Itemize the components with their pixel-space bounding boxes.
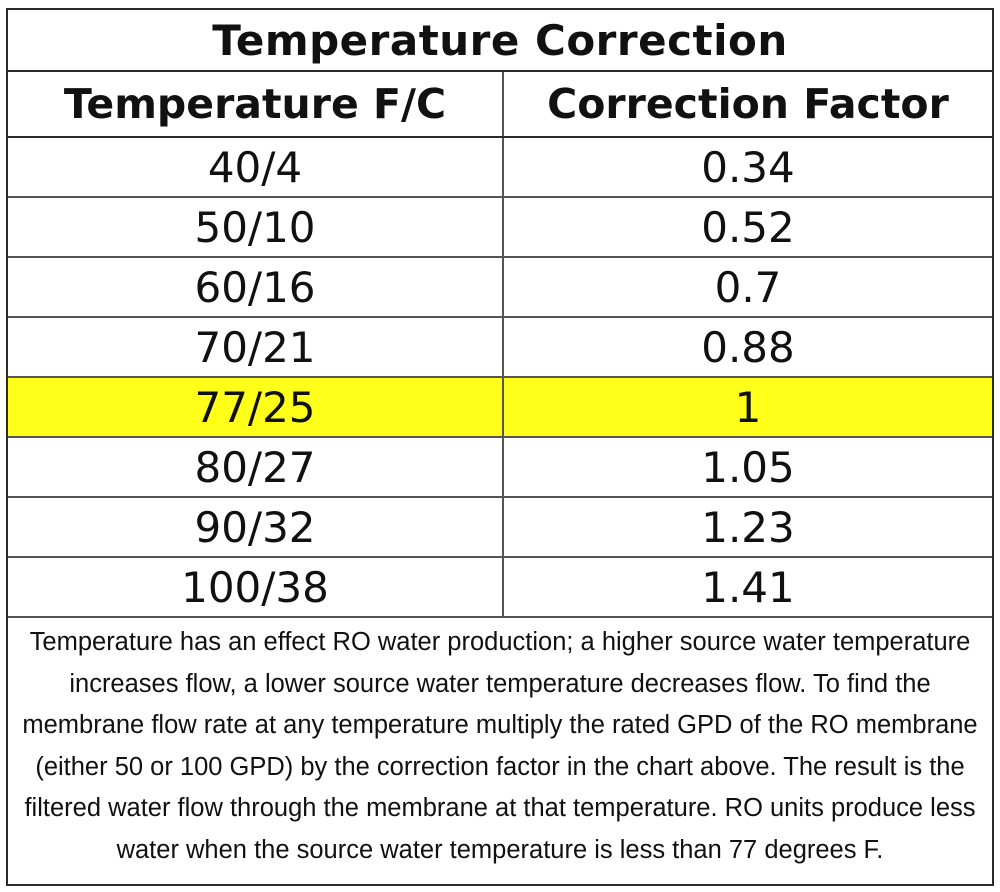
header-correction-factor: Correction Factor <box>547 80 949 128</box>
table-row: 80/27 1.05 <box>8 438 992 498</box>
table-row: 100/38 1.41 <box>8 558 992 618</box>
header-row: Temperature F/C Correction Factor <box>8 72 992 138</box>
table-row: 70/21 0.88 <box>8 318 992 378</box>
factor-cell: 0.7 <box>714 262 782 312</box>
header-temperature: Temperature F/C <box>8 72 504 136</box>
temperature-cell: 80/27 <box>8 438 504 496</box>
temperature-cell: 77/25 <box>8 378 504 436</box>
temperature-cell: 60/16 <box>8 258 504 316</box>
factor-cell: 0.52 <box>701 202 795 252</box>
table-row: 77/25 1 <box>8 378 992 438</box>
temperature-cell: 50/10 <box>8 198 504 256</box>
correction-table: Temperature Correction Temperature F/C C… <box>6 8 994 886</box>
temperature-cell: 100/38 <box>8 558 504 616</box>
table-row: 90/32 1.23 <box>8 498 992 558</box>
factor-cell: 1.23 <box>701 502 795 552</box>
explanation-note: Temperature has an effect RO water produ… <box>22 628 978 864</box>
temperature-cell: 40/4 <box>8 138 504 196</box>
table-row: 50/10 0.52 <box>8 198 992 258</box>
factor-cell: 1 <box>734 382 762 432</box>
temperature-cell: 70/21 <box>8 318 504 376</box>
table-row: 60/16 0.7 <box>8 258 992 318</box>
factor-cell: 1.41 <box>701 562 795 612</box>
table-title: Temperature Correction <box>8 10 992 72</box>
factor-cell: 0.34 <box>701 142 795 192</box>
temperature-cell: 90/32 <box>8 498 504 556</box>
factor-cell: 1.05 <box>701 442 795 492</box>
factor-cell: 0.88 <box>701 322 795 372</box>
table-row: 40/4 0.34 <box>8 138 992 198</box>
